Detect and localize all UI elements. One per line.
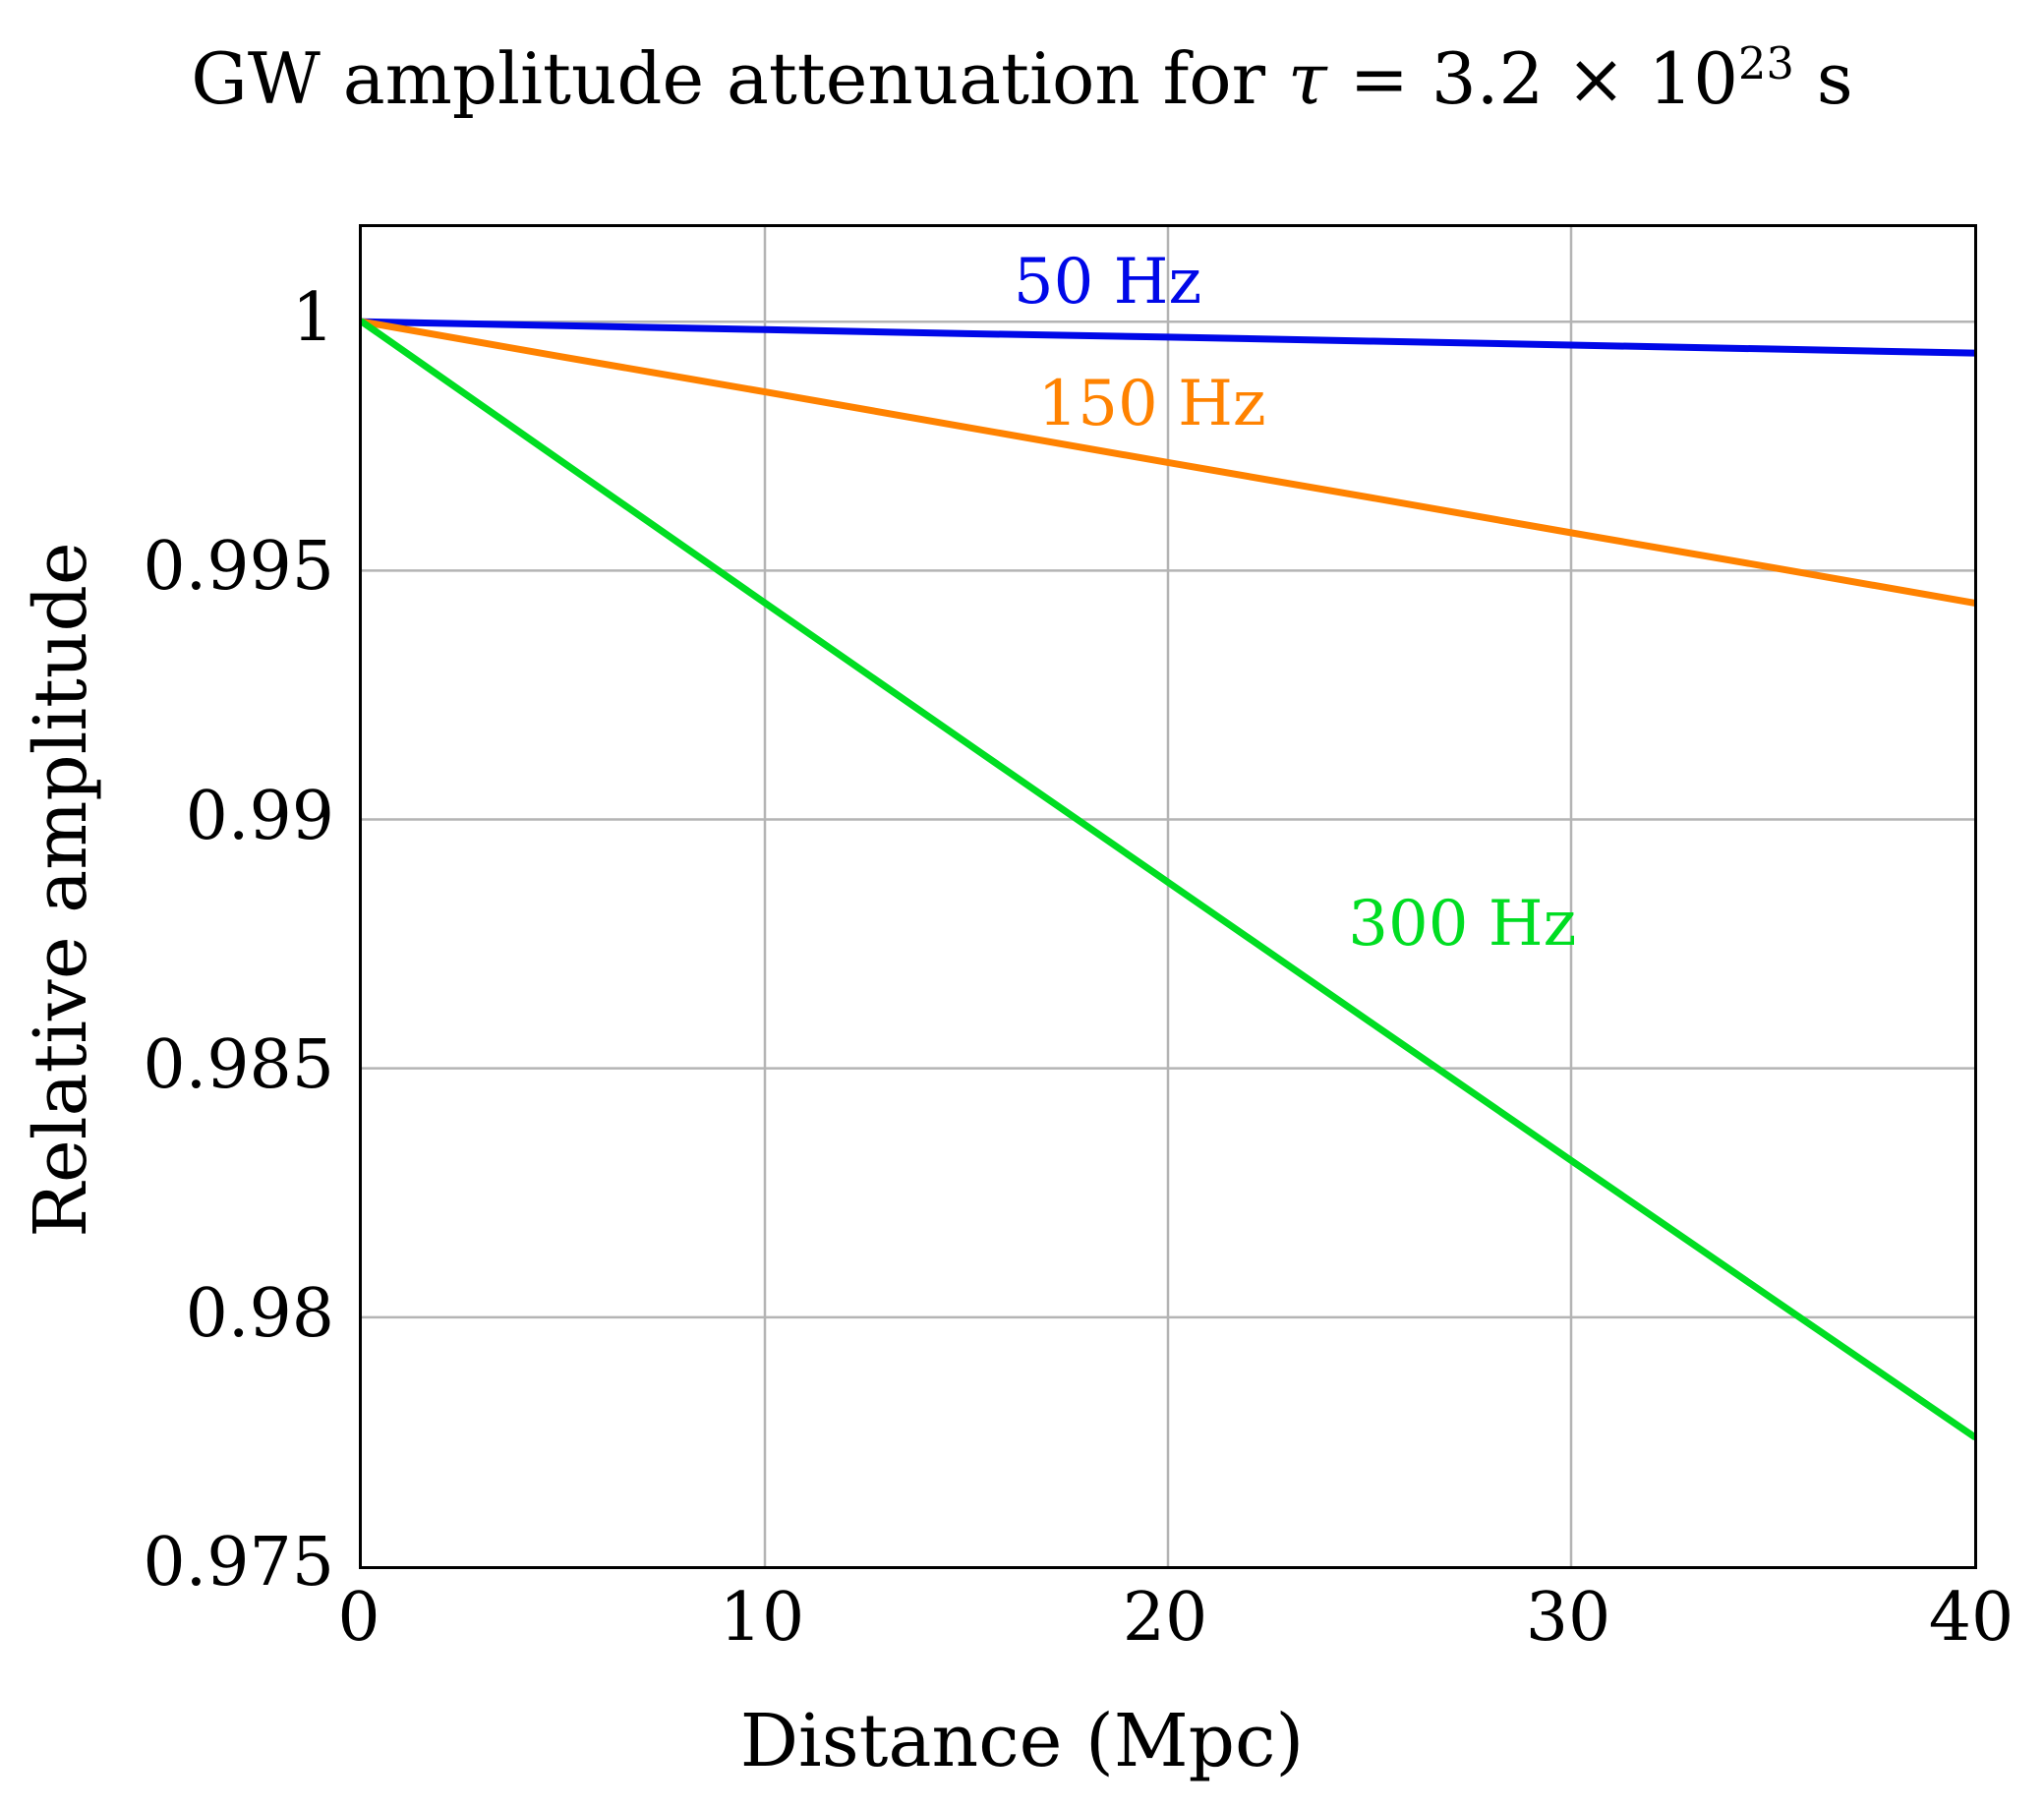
- plot-canvas: [362, 227, 1974, 1566]
- tau-symbol: τ: [1287, 37, 1327, 120]
- x-tick-label: 40: [1928, 1579, 2015, 1657]
- series-line-150-hz: [362, 318, 1974, 607]
- x-axis-label: Distance (Mpc): [739, 1699, 1305, 1783]
- y-tick-label: 1: [291, 279, 334, 358]
- series-line-50-hz: [362, 318, 1974, 357]
- exponent: 23: [1738, 38, 1794, 89]
- x-tick-label: 20: [1122, 1579, 1208, 1657]
- series-line-300-hz: [362, 318, 1974, 1440]
- y-tick-label: 0.98: [185, 1274, 334, 1353]
- plot-area: 50 Hz 150 Hz 300 Hz: [359, 224, 1977, 1569]
- chart-title-equation: = 3.2 × 10: [1326, 37, 1739, 120]
- y-tick-label: 0.975: [143, 1524, 334, 1602]
- series-label-150-hz: 150 Hz: [1037, 367, 1266, 440]
- series-label-300-hz: 300 Hz: [1348, 887, 1577, 961]
- chart-title-text: GW amplitude attenuation for: [191, 37, 1288, 120]
- chart-title: GW amplitude attenuation for τ = 3.2 × 1…: [0, 37, 2044, 120]
- y-axis-label: Relative amplitude: [19, 542, 103, 1238]
- x-tick-label: 0: [337, 1579, 380, 1657]
- series-label-50-hz: 50 Hz: [1013, 245, 1202, 319]
- y-tick-label: 0.995: [143, 528, 334, 607]
- x-tick-label: 10: [719, 1579, 805, 1657]
- y-tick-label: 0.985: [143, 1025, 334, 1104]
- y-tick-label: 0.99: [185, 777, 334, 855]
- chart-title-unit: s: [1793, 37, 1853, 120]
- x-tick-label: 30: [1525, 1579, 1611, 1657]
